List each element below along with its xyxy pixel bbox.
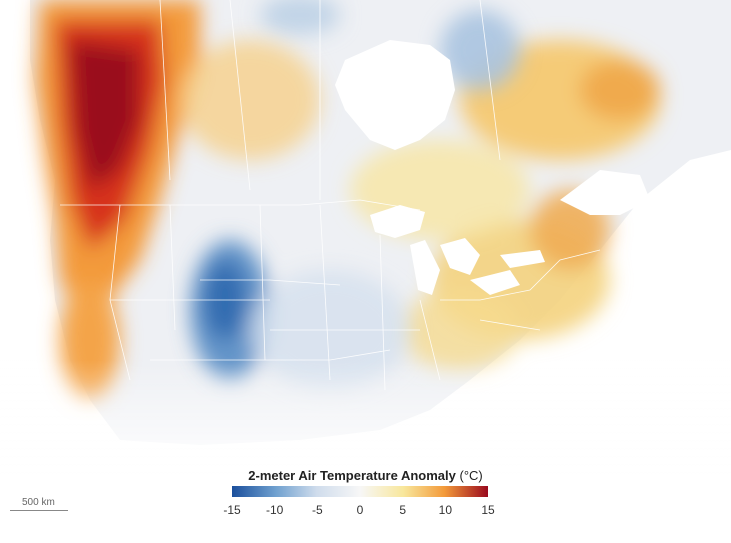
legend-tick-label: -5: [311, 503, 323, 517]
hot-anomaly-northwest: [35, 0, 320, 400]
scale-label: 500 km: [22, 497, 55, 508]
legend-tick-label: 5: [399, 503, 406, 517]
legend-tick-label: -15: [223, 503, 241, 517]
legend-title-text: 2-meter Air Temperature Anomaly: [248, 468, 456, 483]
gulf-st-lawrence: [560, 170, 650, 215]
political-borders: [60, 0, 601, 391]
legend-tick-label: -10: [265, 503, 284, 517]
legend-color-bar: [232, 486, 488, 497]
legend-tick-label: 0: [356, 503, 364, 517]
legend-tick-label: 10: [438, 503, 453, 517]
scale-bar: [10, 510, 68, 511]
legend-tick-label: 15: [481, 503, 495, 517]
legend-title: 2-meter Air Temperature Anomaly (°C): [0, 468, 731, 483]
hudson-bay: [335, 40, 455, 150]
great-lakes: [370, 205, 545, 295]
bottom-fade: [0, 360, 731, 480]
legend-unit: (°C): [459, 468, 483, 483]
